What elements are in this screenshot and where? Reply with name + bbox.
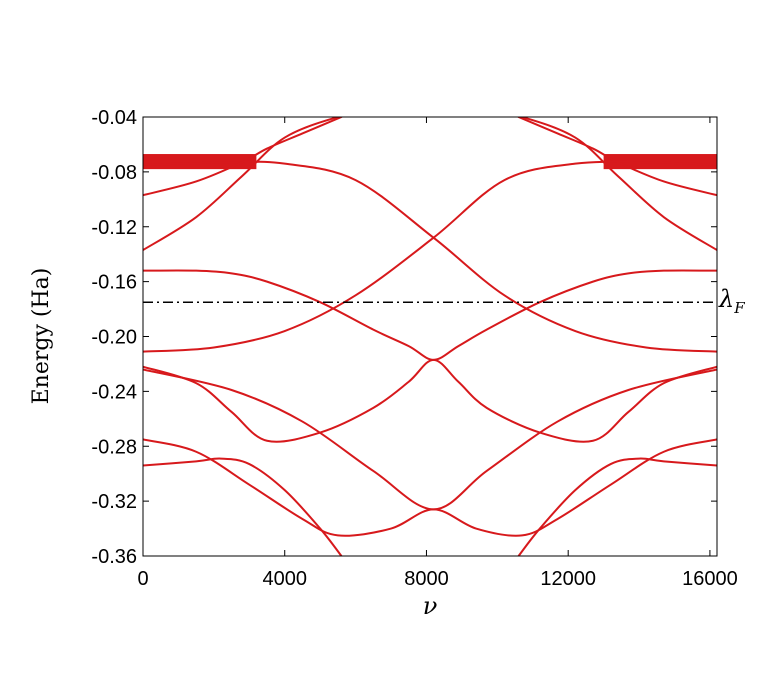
dense-band-0 [143, 154, 257, 170]
x-tick-label: 16000 [682, 568, 738, 590]
x-tick-label: 4000 [262, 568, 307, 590]
tick-layer [142, 116, 717, 557]
band-line-3 [518, 117, 717, 252]
band-line-5 [517, 117, 717, 197]
y-tick-label: -0.36 [91, 546, 137, 568]
band-line-4 [143, 117, 343, 197]
y-tick-label: -0.04 [91, 107, 137, 129]
x-tick-label: 8000 [404, 568, 449, 590]
y-tick-label: -0.08 [91, 162, 137, 184]
band-series-layer [143, 117, 717, 556]
x-tick-label: 12000 [540, 568, 596, 590]
band-line-10 [143, 457, 343, 556]
tick-label-layer: 0 4000 8000 12000 16000 -0.04 -0.08 -0.12 -0.16 -… [91, 107, 737, 590]
y-tick-label: -0.20 [91, 327, 137, 349]
y-tick-label: -0.28 [91, 436, 137, 458]
y-tick-label: -0.16 [91, 272, 137, 294]
y-tick-label: -0.24 [91, 381, 137, 403]
plot-area [143, 117, 717, 556]
y-tick-label: -0.32 [91, 491, 137, 513]
fermi-label-main: λ [718, 285, 734, 313]
band-line-7 [143, 358, 717, 443]
fermi-label-subscript: F [733, 299, 745, 317]
band-line-11 [517, 457, 717, 556]
y-tick-label: -0.12 [91, 217, 137, 239]
fermi-level-label: λF [718, 285, 745, 317]
band-line-2 [143, 117, 342, 252]
x-tick-label: 0 [137, 568, 148, 590]
x-axis-title: ν [423, 592, 438, 620]
band-line-1 [143, 160, 717, 353]
y-axis-title: Energy (Ha) [29, 268, 54, 405]
band-line-9 [143, 438, 717, 537]
